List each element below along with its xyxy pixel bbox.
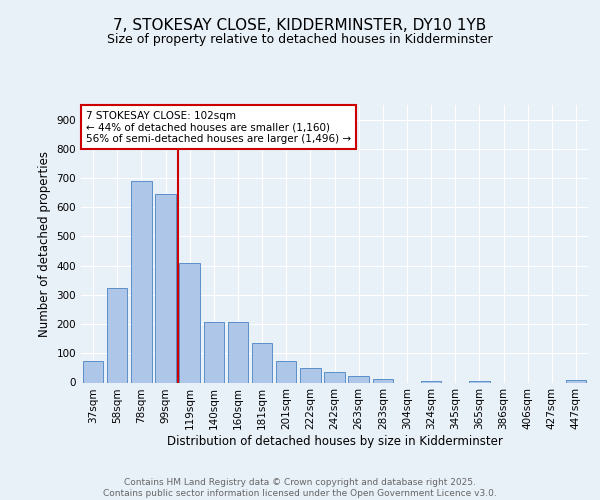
- Bar: [107, 288, 127, 382]
- Text: 7 STOKESAY CLOSE: 102sqm
← 44% of detached houses are smaller (1,160)
56% of sem: 7 STOKESAY CLOSE: 102sqm ← 44% of detach…: [86, 110, 351, 144]
- Bar: [566, 380, 586, 382]
- Bar: [276, 362, 296, 382]
- Y-axis label: Number of detached properties: Number of detached properties: [38, 151, 51, 337]
- Bar: [373, 379, 393, 382]
- Bar: [155, 194, 176, 382]
- Bar: [252, 343, 272, 382]
- Text: Contains HM Land Registry data © Crown copyright and database right 2025.
Contai: Contains HM Land Registry data © Crown c…: [103, 478, 497, 498]
- Bar: [131, 181, 152, 382]
- Bar: [227, 322, 248, 382]
- X-axis label: Distribution of detached houses by size in Kidderminster: Distribution of detached houses by size …: [167, 435, 502, 448]
- Bar: [203, 322, 224, 382]
- Bar: [324, 372, 345, 382]
- Bar: [469, 381, 490, 382]
- Bar: [300, 368, 320, 382]
- Bar: [179, 262, 200, 382]
- Text: Size of property relative to detached houses in Kidderminster: Size of property relative to detached ho…: [107, 32, 493, 46]
- Bar: [349, 376, 369, 382]
- Bar: [421, 381, 442, 382]
- Bar: [83, 360, 103, 382]
- Text: 7, STOKESAY CLOSE, KIDDERMINSTER, DY10 1YB: 7, STOKESAY CLOSE, KIDDERMINSTER, DY10 1…: [113, 18, 487, 32]
